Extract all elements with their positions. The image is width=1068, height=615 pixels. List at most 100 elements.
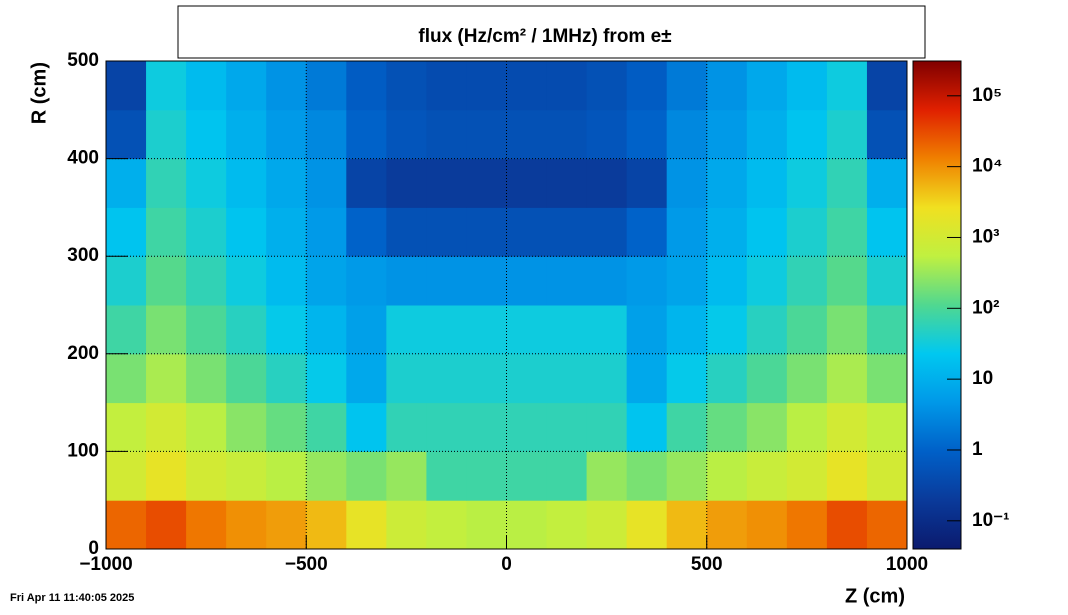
y-tick-label: 300 <box>67 245 99 266</box>
z-tick-label: 10³ <box>972 226 999 247</box>
heat-cell <box>666 109 708 160</box>
y-axis-label: R (cm) <box>28 62 50 124</box>
heat-cell <box>186 353 227 404</box>
heat-cell <box>866 500 908 550</box>
heat-cell <box>546 402 588 452</box>
heat-cell <box>826 207 868 257</box>
heat-cell <box>386 158 427 208</box>
heat-cell <box>266 353 307 404</box>
heat-cell <box>826 451 868 501</box>
z-tick-label: 10⁴ <box>972 156 1003 177</box>
heat-cell <box>626 305 668 355</box>
heat-cell <box>426 305 467 355</box>
heat-cell <box>706 61 748 111</box>
heat-cell <box>466 353 507 404</box>
heat-cell <box>226 109 267 160</box>
heat-cell <box>546 109 588 160</box>
heat-cell <box>586 109 628 160</box>
heat-cell <box>146 61 187 111</box>
heat-cell <box>186 61 227 111</box>
x-tick-label: −1000 <box>79 554 132 575</box>
heat-cell <box>466 402 507 452</box>
chart-title: flux (Hz/cm² / 1MHz) from e± <box>418 26 671 47</box>
heat-cell <box>386 305 427 355</box>
z-tick-label: 10⁻¹ <box>972 510 1010 531</box>
heat-cell <box>826 158 868 208</box>
heat-cell <box>106 158 147 208</box>
heat-cell <box>386 61 427 111</box>
heat-cell <box>106 500 147 550</box>
plot-frame <box>105 60 908 550</box>
heat-cell <box>506 451 548 501</box>
heat-cell <box>426 500 467 550</box>
heat-cell <box>826 305 868 355</box>
heat-cell <box>506 61 548 111</box>
x-axis-label: Z (cm) <box>845 585 905 607</box>
heat-cell <box>866 402 908 452</box>
heat-cell <box>506 256 548 306</box>
heat-cell <box>146 109 187 160</box>
heat-cell <box>386 451 427 501</box>
heat-cell <box>346 61 387 111</box>
heat-cell <box>866 158 908 208</box>
heat-cell <box>866 207 908 257</box>
heat-cell <box>626 61 668 111</box>
heat-cell <box>626 500 668 550</box>
heat-cell <box>826 61 868 111</box>
heat-cell <box>586 305 628 355</box>
heat-cell <box>706 500 748 550</box>
heat-cell <box>266 402 307 452</box>
heat-cell <box>106 109 147 160</box>
heat-cell <box>546 158 588 208</box>
heat-cell <box>426 207 467 257</box>
heat-cell <box>746 158 788 208</box>
heat-cell <box>586 207 628 257</box>
heat-cell <box>746 256 788 306</box>
heat-cell <box>786 500 828 550</box>
heat-cell <box>466 451 507 501</box>
heat-cell <box>346 256 387 306</box>
heat-cell <box>786 402 828 452</box>
heat-cell <box>186 109 227 160</box>
heat-cell <box>666 61 708 111</box>
heat-cell <box>626 353 668 404</box>
heat-cell <box>786 256 828 306</box>
heat-cell <box>786 451 828 501</box>
heat-cell <box>546 207 588 257</box>
heat-cell <box>226 305 267 355</box>
heat-cell <box>666 207 708 257</box>
heat-cell <box>346 500 387 550</box>
heat-cell <box>826 353 868 404</box>
y-tick-label: 0 <box>88 538 99 559</box>
heat-cell <box>466 158 507 208</box>
heat-cell <box>346 451 387 501</box>
heat-cell <box>226 402 267 452</box>
heat-cell <box>626 109 668 160</box>
heat-cell <box>506 158 548 208</box>
heat-cell <box>546 305 588 355</box>
heat-cell <box>386 353 427 404</box>
heat-cell <box>706 109 748 160</box>
heat-cell <box>226 451 267 501</box>
heat-cell <box>786 207 828 257</box>
heat-cell <box>746 109 788 160</box>
heat-cell <box>706 158 748 208</box>
heat-cell <box>706 207 748 257</box>
heat-cell <box>186 256 227 306</box>
z-tick-label: 1 <box>972 439 983 460</box>
heat-cell <box>346 305 387 355</box>
heat-cell <box>186 402 227 452</box>
heat-cell <box>386 500 427 550</box>
heat-cell <box>506 207 548 257</box>
y-tick-label: 100 <box>67 440 99 461</box>
y-tick-label: 400 <box>67 148 99 169</box>
x-tick-label: 1000 <box>886 554 928 575</box>
heat-cell <box>546 61 588 111</box>
heat-cell <box>626 402 668 452</box>
heat-cell <box>586 451 628 501</box>
heat-cell <box>666 402 708 452</box>
heat-cell <box>346 353 387 404</box>
heat-cell <box>266 61 307 111</box>
colorbar <box>912 60 962 550</box>
